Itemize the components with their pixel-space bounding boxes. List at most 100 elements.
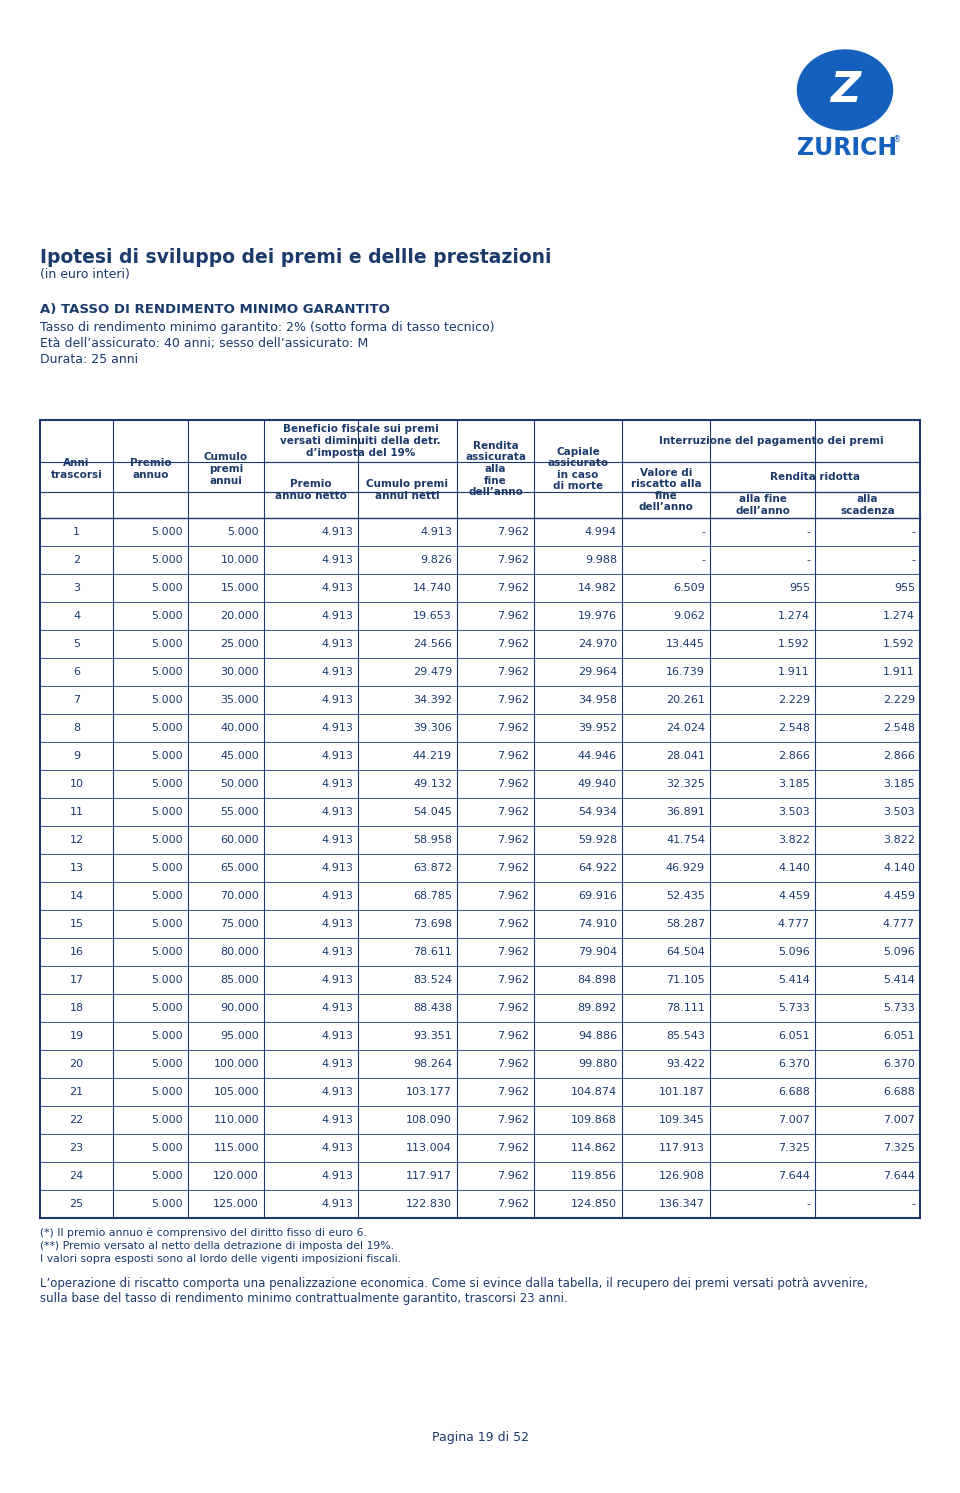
Text: 7.962: 7.962 [497,779,529,788]
Text: 34.392: 34.392 [413,696,452,705]
Text: -: - [806,527,810,537]
Text: 7.962: 7.962 [497,920,529,929]
Text: -: - [701,555,705,564]
Text: 4.913: 4.913 [322,639,353,649]
Text: 22: 22 [69,1115,84,1126]
Text: 7.962: 7.962 [497,1032,529,1041]
Text: A) TASSO DI RENDIMENTO MINIMO GARANTITO: A) TASSO DI RENDIMENTO MINIMO GARANTITO [40,303,390,317]
Text: 5.000: 5.000 [152,1171,183,1181]
Text: Rendita
assicurata
alla
fine
dell’anno: Rendita assicurata alla fine dell’anno [465,440,526,497]
Text: 4.913: 4.913 [322,1059,353,1069]
Text: 85.000: 85.000 [220,975,259,985]
Text: 3.822: 3.822 [883,835,915,845]
Text: 4.913: 4.913 [322,920,353,929]
Text: 98.264: 98.264 [413,1059,452,1069]
Text: 58.958: 58.958 [413,835,452,845]
Text: 14.982: 14.982 [578,582,617,593]
Text: 73.698: 73.698 [413,920,452,929]
Text: 34.958: 34.958 [578,696,617,705]
Text: 4.459: 4.459 [778,891,810,900]
Text: 55.000: 55.000 [221,808,259,817]
Text: 7.962: 7.962 [497,555,529,564]
Text: (*) Il premio annuo è comprensivo del diritto fisso di euro 6.: (*) Il premio annuo è comprensivo del di… [40,1229,367,1239]
Text: 10.000: 10.000 [221,555,259,564]
Text: 4.913: 4.913 [322,1087,353,1097]
Text: 2.229: 2.229 [883,696,915,705]
Text: -: - [806,1199,810,1209]
Text: 7.962: 7.962 [497,1115,529,1126]
Text: 5.000: 5.000 [152,696,183,705]
Text: (**) Premio versato al netto della detrazione di imposta del 19%.: (**) Premio versato al netto della detra… [40,1241,394,1251]
Text: 4.913: 4.913 [322,1032,353,1041]
Text: 15: 15 [69,920,84,929]
Text: 4.913: 4.913 [420,527,452,537]
Text: 1.274: 1.274 [883,611,915,621]
Text: 13.445: 13.445 [666,639,705,649]
Text: 5.000: 5.000 [152,1144,183,1153]
Text: 119.856: 119.856 [571,1171,617,1181]
Text: 5.000: 5.000 [152,808,183,817]
Text: alla
scadenza: alla scadenza [840,494,895,515]
Text: 108.090: 108.090 [406,1115,452,1126]
Text: 6.509: 6.509 [673,582,705,593]
Text: 3.822: 3.822 [778,835,810,845]
Text: 4.913: 4.913 [322,723,353,733]
Text: 7.007: 7.007 [883,1115,915,1126]
Text: 19.976: 19.976 [578,611,617,621]
Text: 25: 25 [69,1199,84,1209]
Text: 6.051: 6.051 [883,1032,915,1041]
Text: 58.287: 58.287 [666,920,705,929]
Text: 6.051: 6.051 [779,1032,810,1041]
Text: 79.904: 79.904 [578,947,617,957]
Text: 110.000: 110.000 [213,1115,259,1126]
Text: 5.000: 5.000 [152,863,183,873]
Text: 90.000: 90.000 [220,1003,259,1012]
Text: Rendita ridotta: Rendita ridotta [770,472,860,482]
Text: 5.000: 5.000 [152,582,183,593]
Text: 7.962: 7.962 [497,863,529,873]
Text: 4.913: 4.913 [322,555,353,564]
Text: 7.962: 7.962 [497,1144,529,1153]
Text: 44.946: 44.946 [578,751,617,761]
Text: 113.004: 113.004 [406,1144,452,1153]
Text: 4.913: 4.913 [322,808,353,817]
Text: 78.111: 78.111 [666,1003,705,1012]
Text: 4.913: 4.913 [322,1199,353,1209]
Text: 2.866: 2.866 [779,751,810,761]
Text: 124.850: 124.850 [571,1199,617,1209]
Text: 83.524: 83.524 [413,975,452,985]
Text: 4.913: 4.913 [322,975,353,985]
Text: 1.911: 1.911 [779,667,810,676]
Text: 7.007: 7.007 [779,1115,810,1126]
Text: Z: Z [830,69,860,110]
Text: 20.261: 20.261 [666,696,705,705]
Text: 11: 11 [69,808,84,817]
Text: 2.548: 2.548 [883,723,915,733]
Text: 4.913: 4.913 [322,779,353,788]
Text: 5.000: 5.000 [152,975,183,985]
Text: 7.962: 7.962 [497,835,529,845]
Text: 71.105: 71.105 [666,975,705,985]
Text: 6.688: 6.688 [779,1087,810,1097]
Text: 4.994: 4.994 [585,527,617,537]
Text: -: - [911,555,915,564]
Text: 18: 18 [69,1003,84,1012]
Text: 85.543: 85.543 [666,1032,705,1041]
Text: Ipotesi di sviluppo dei premi e dellle prestazioni: Ipotesi di sviluppo dei premi e dellle p… [40,248,551,267]
Text: 69.916: 69.916 [578,891,617,900]
Text: 24: 24 [69,1171,84,1181]
Text: 44.219: 44.219 [413,751,452,761]
Text: 29.964: 29.964 [578,667,617,676]
Text: 2.866: 2.866 [883,751,915,761]
Text: 4.913: 4.913 [322,1144,353,1153]
Text: 4.777: 4.777 [883,920,915,929]
Text: 2: 2 [73,555,80,564]
Text: 9.988: 9.988 [585,555,617,564]
Text: L’operazione di riscatto comporta una penalizzazione economica. Come si evince d: L’operazione di riscatto comporta una pe… [40,1277,868,1290]
Text: 49.132: 49.132 [413,779,452,788]
Text: I valori sopra esposti sono al lordo delle vigenti imposizioni fiscali.: I valori sopra esposti sono al lordo del… [40,1254,401,1265]
Text: 7.644: 7.644 [883,1171,915,1181]
Text: 117.917: 117.917 [406,1171,452,1181]
Text: 65.000: 65.000 [221,863,259,873]
Text: 4.913: 4.913 [322,667,353,676]
